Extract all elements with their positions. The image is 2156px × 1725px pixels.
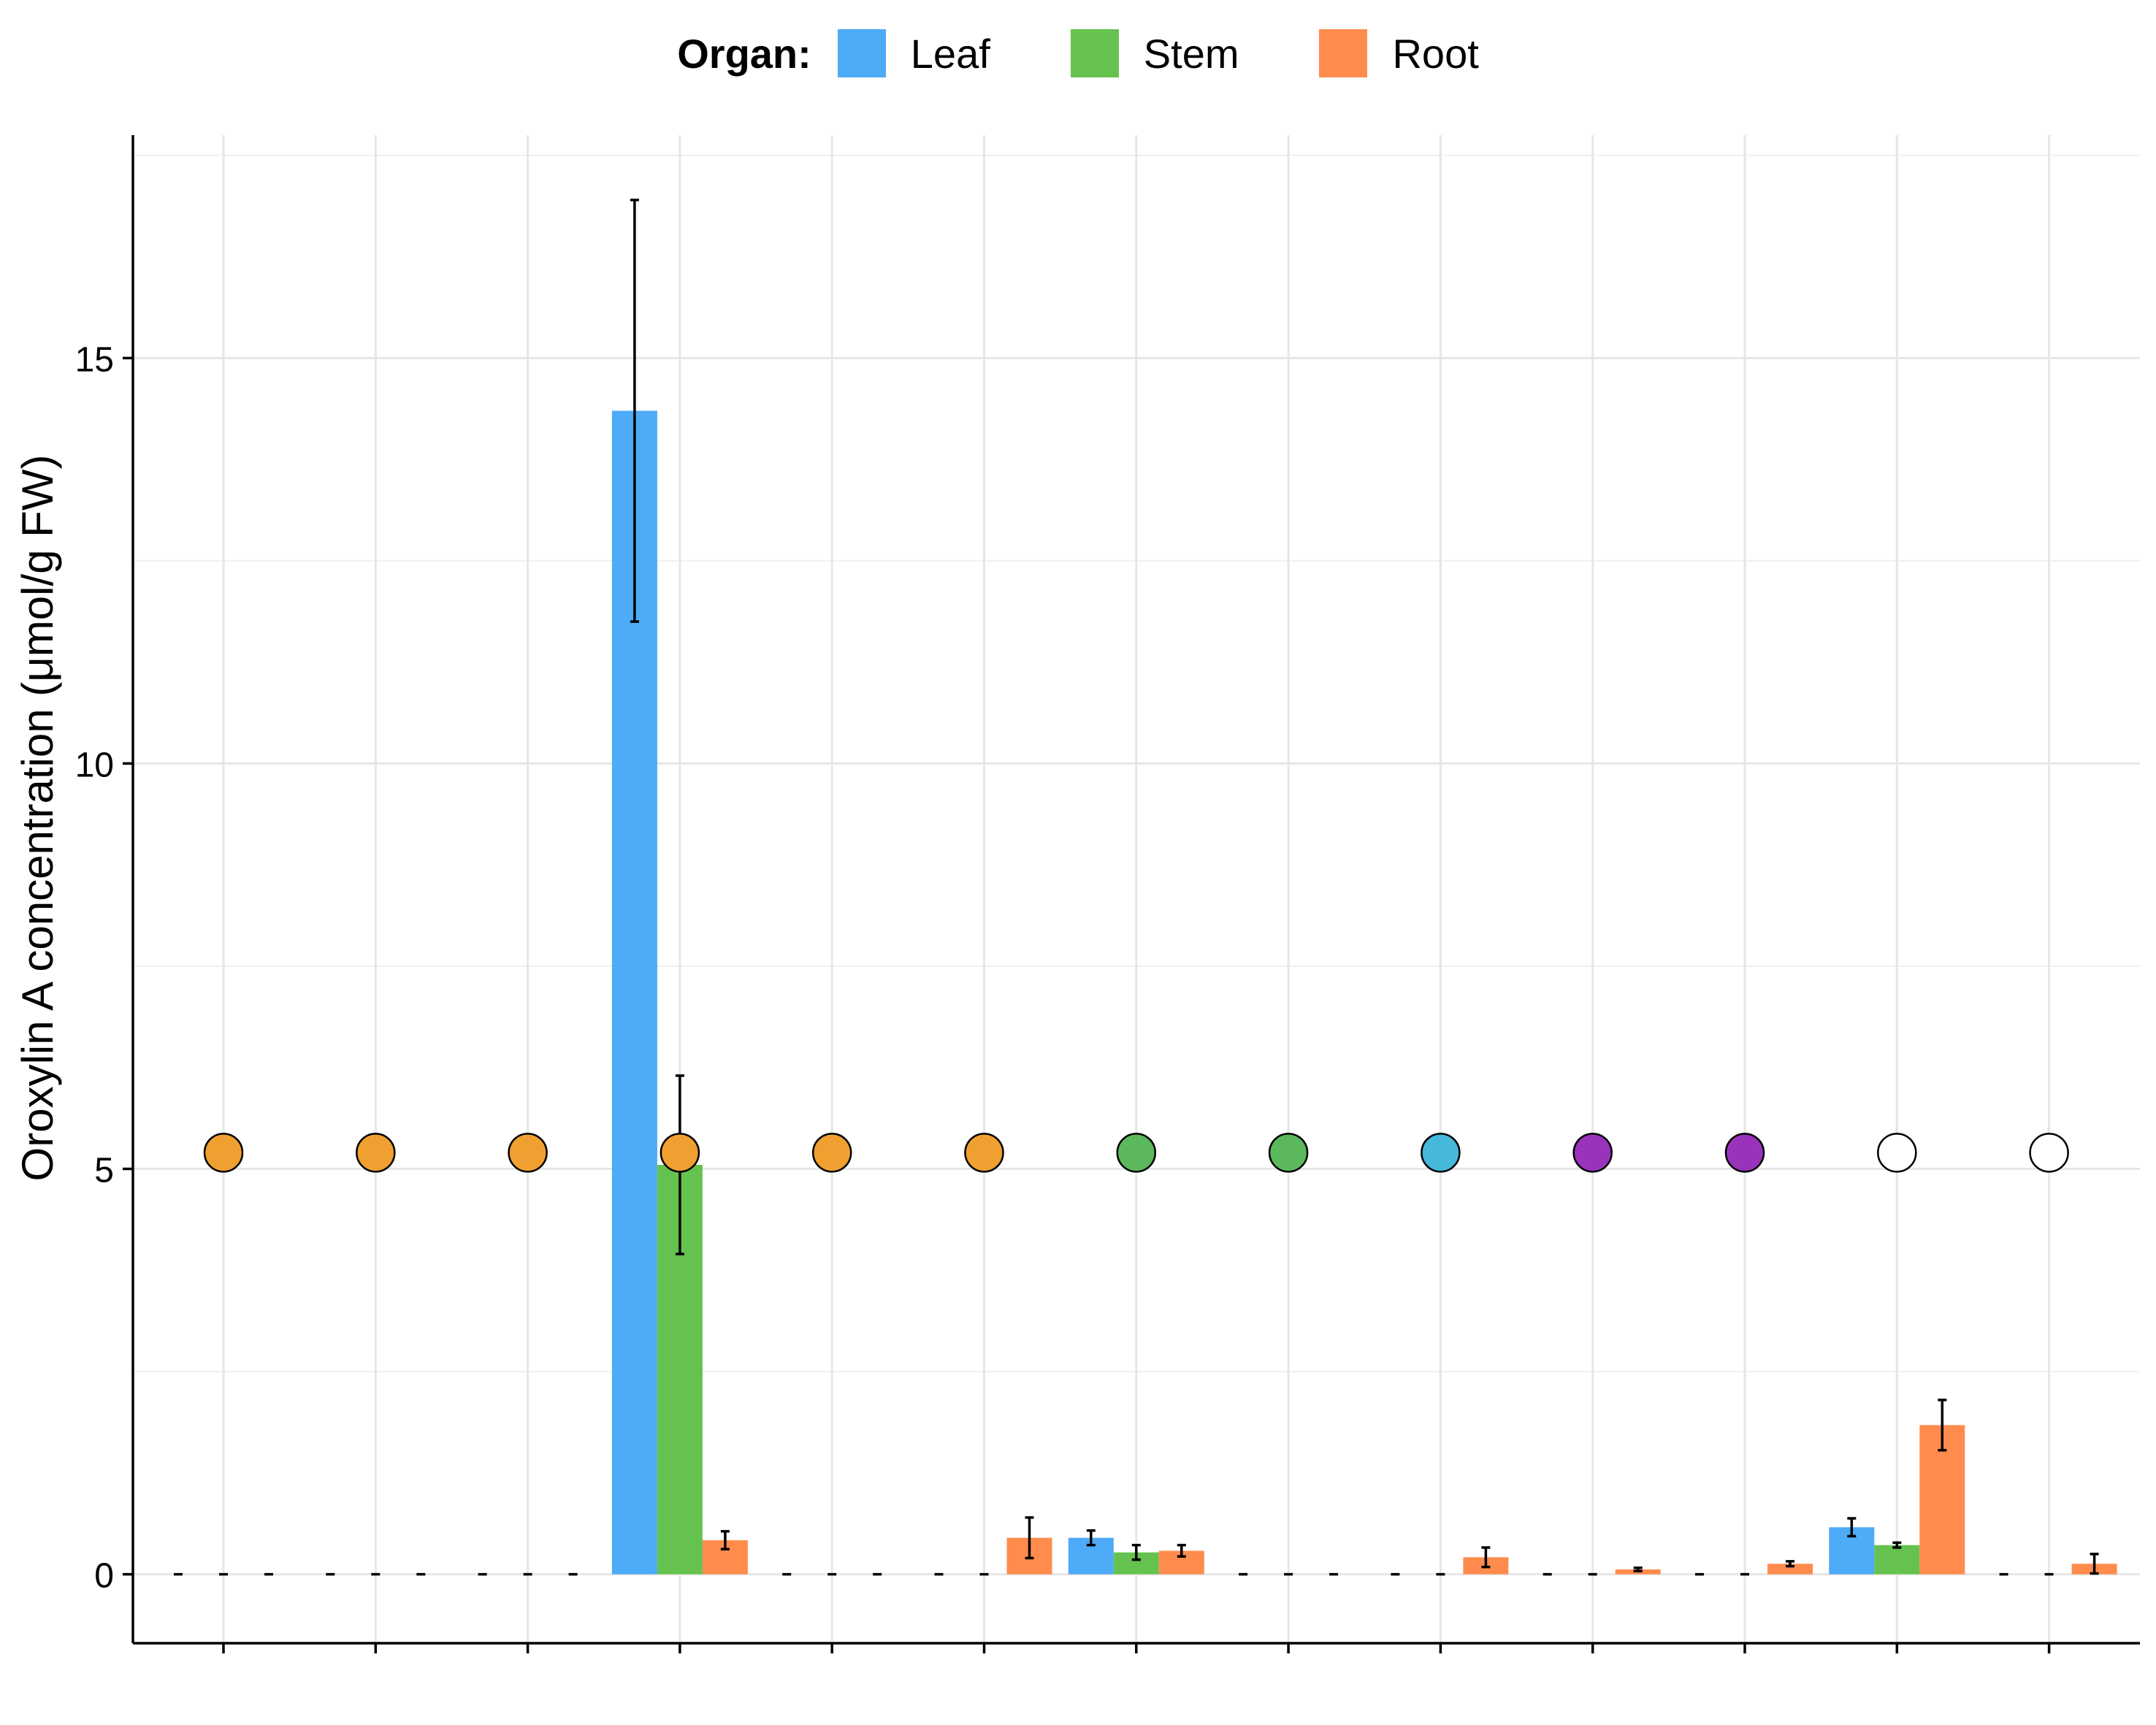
bar-stem [1874, 1545, 1920, 1575]
group-marker [508, 1133, 548, 1173]
group-marker [811, 1133, 852, 1173]
legend-key-leaf [837, 29, 886, 77]
error-bars-layer [630, 199, 2099, 1575]
legend-label-leaf: Leaf [910, 30, 990, 77]
legend-key-stem [1070, 29, 1119, 77]
group-marker [1877, 1133, 1917, 1173]
legend-item-leaf: Leaf [837, 29, 990, 77]
y-tick-label: 10 [75, 746, 114, 784]
legend-key-root [1319, 29, 1368, 77]
group-marker [2029, 1133, 2069, 1173]
y-axis-label: Oroxylin A concentration (μmol/g FW) [13, 455, 62, 1182]
group-marker [203, 1133, 244, 1173]
legend-label-stem: Stem [1143, 30, 1239, 77]
legend-title: Organ: [677, 30, 811, 77]
group-marker [1572, 1133, 1613, 1173]
y-tick-label: 15 [75, 340, 114, 379]
group-marker [1724, 1133, 1765, 1173]
bar-root [1767, 1564, 1813, 1575]
legend-item-root: Root [1319, 29, 1479, 77]
legend-item-stem: Stem [1070, 29, 1239, 77]
group-marker [1268, 1133, 1309, 1173]
group-marker [1421, 1133, 1461, 1173]
bars-layer [611, 410, 2117, 1575]
axes: 0 5 10 15 [75, 135, 2140, 1653]
y-tick-label: 0 [94, 1557, 114, 1596]
group-marker [964, 1133, 1004, 1173]
y-tick-label: 5 [94, 1152, 114, 1190]
grid-lines [133, 135, 2140, 1643]
group-markers-layer [203, 1133, 2069, 1173]
legend: Organ: Leaf Stem Root [0, 29, 2156, 77]
group-marker [1116, 1133, 1157, 1173]
legend-label-root: Root [1392, 30, 1479, 77]
group-marker [660, 1133, 700, 1173]
group-marker [356, 1133, 396, 1173]
